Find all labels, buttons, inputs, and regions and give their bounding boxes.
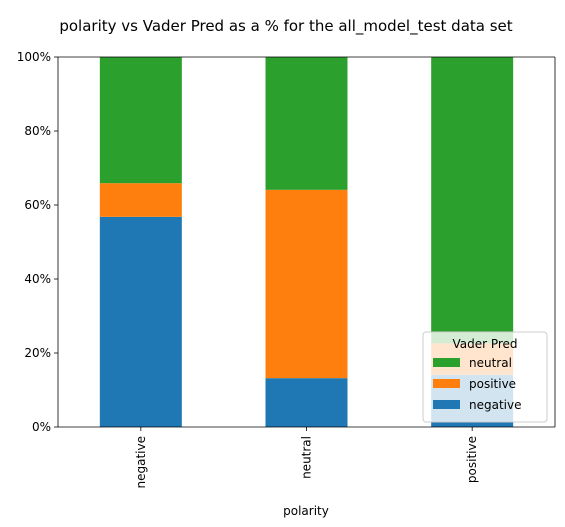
bar-neutral-negative (99, 57, 182, 184)
legend-swatch-negative (433, 400, 460, 409)
legend-title: Vader Pred (452, 337, 517, 351)
chart-title: polarity vs Vader Pred as a % for the al… (59, 17, 512, 36)
y-tick-label: 80% (24, 124, 51, 138)
bar-positive-neutral (265, 189, 348, 379)
legend-label-positive: positive (469, 377, 516, 391)
legend-label-negative: negative (469, 398, 521, 412)
bar-neutral-neutral (265, 57, 348, 190)
legend-frame (422, 331, 548, 423)
legend-label-neutral: neutral (469, 356, 512, 370)
x-tick-label: negative (134, 436, 148, 488)
bar-neutral-positive (431, 57, 514, 344)
x-tick-label: positive (465, 436, 479, 483)
y-tick-label: 20% (24, 346, 51, 360)
bar-negative-negative (99, 216, 182, 427)
x-tick-label: neutral (300, 436, 314, 479)
legend-swatch-neutral (433, 358, 460, 367)
y-tick-label: 40% (24, 272, 51, 286)
y-tick-label: 0% (32, 420, 51, 434)
axes-group: 0% 20% 40% 60% 80% 100% negative neutral positiv… (17, 50, 556, 488)
y-tick-label: 60% (24, 198, 51, 212)
legend-swatch-positive (433, 379, 460, 388)
y-tick-label: 100% (17, 50, 51, 64)
x-axis-label: polarity (283, 504, 329, 518)
bar-positive-negative (99, 183, 182, 217)
bar-negative-neutral (265, 378, 348, 427)
legend: Vader Pred neutral positive negative (422, 331, 548, 423)
